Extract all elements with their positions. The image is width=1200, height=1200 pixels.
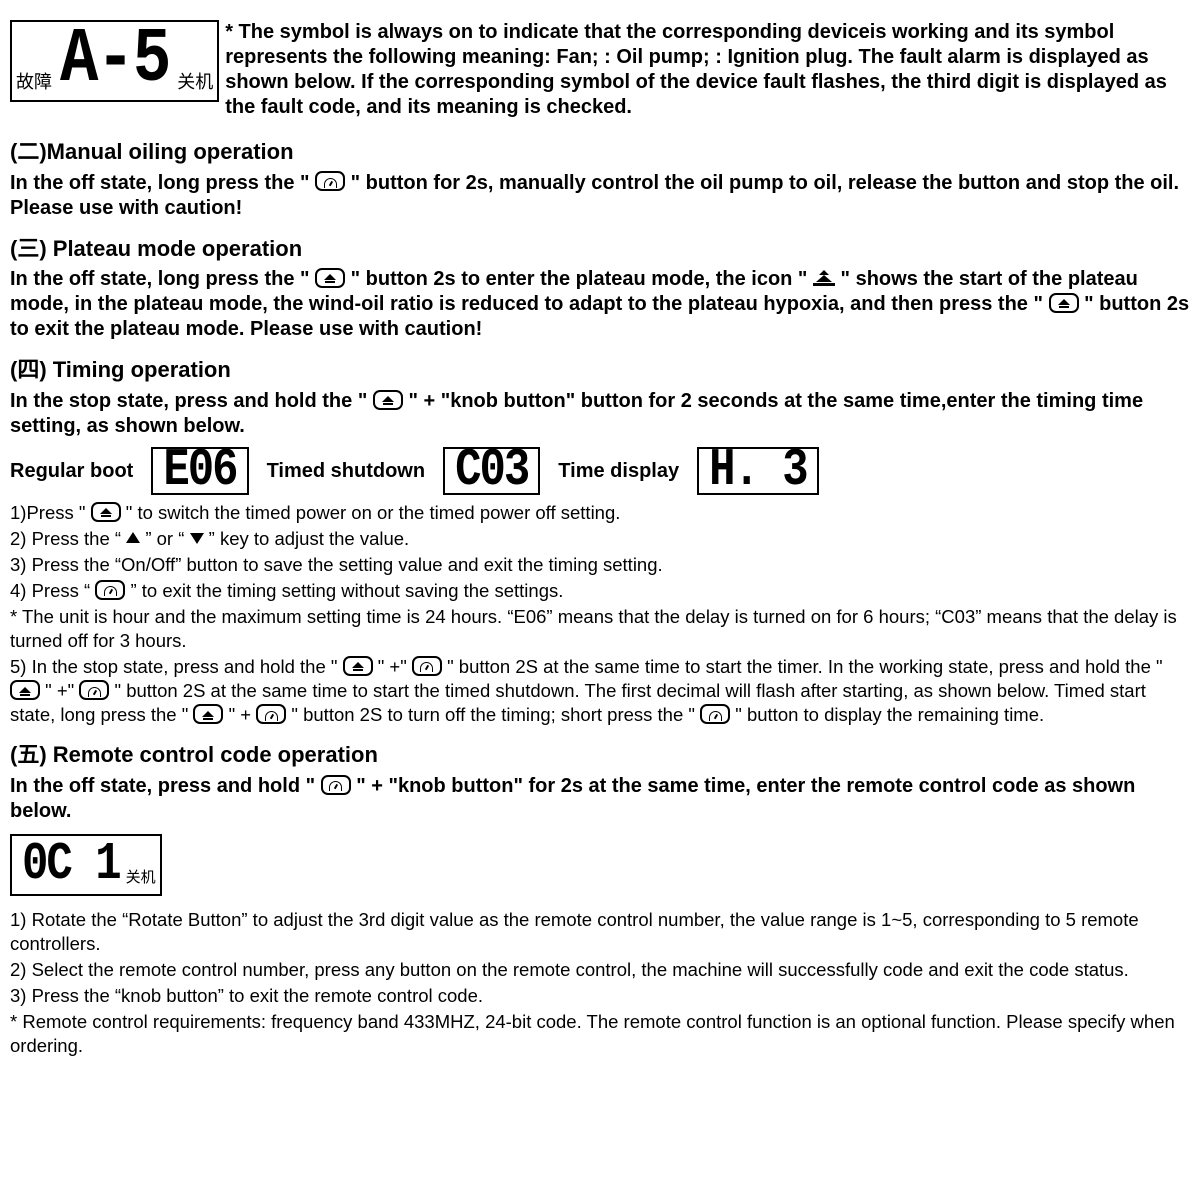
- dial-button-icon: [700, 704, 730, 724]
- s4-line2: 2) Press the “ ” or “ ” key to adjust th…: [10, 527, 1190, 551]
- dial-button-icon: [79, 680, 109, 700]
- section-2-para: In the off state, long press the " " but…: [10, 171, 1190, 221]
- timing-lcd-row: Regular boot E06 Timed shutdown C03 Time…: [10, 447, 1190, 495]
- lcd-timed-shutdown: C03: [443, 447, 540, 495]
- regular-boot-label: Regular boot: [10, 458, 133, 484]
- up-arrow-icon: [126, 532, 140, 543]
- section-2-heading: (二)Manual oiling operation: [10, 138, 1190, 167]
- lcd-fault: 故障 A-5 关机: [10, 20, 219, 102]
- top-description: * The symbol is always on to indicate th…: [225, 20, 1190, 120]
- eject-button-icon: [315, 268, 345, 288]
- s4-line6: 5) In the stop state, press and hold the…: [10, 655, 1190, 727]
- section-4-intro: In the stop state, press and hold the " …: [10, 389, 1190, 439]
- plateau-icon: [813, 270, 835, 286]
- s4-line3: 3) Press the “On/Off” button to save the…: [10, 553, 1190, 577]
- section-3-heading: (三) Plateau mode operation: [10, 235, 1190, 264]
- lcd-remote-code: 0C 1 关机: [10, 834, 162, 896]
- down-arrow-icon: [190, 533, 204, 544]
- eject-button-icon: [343, 656, 373, 676]
- time-display-label: Time display: [558, 458, 679, 484]
- lcd-fault-left-label: 故障: [16, 71, 52, 98]
- lcd-fault-segment: A-5: [52, 23, 177, 100]
- timed-shutdown-label: Timed shutdown: [267, 458, 426, 484]
- s4-line1: 1)Press " " to switch the timed power on…: [10, 501, 1190, 525]
- s4-line5: * The unit is hour and the maximum setti…: [10, 605, 1190, 653]
- eject-button-icon: [193, 704, 223, 724]
- dial-button-icon: [95, 580, 125, 600]
- section-5-intro: In the off state, press and hold " " + "…: [10, 774, 1190, 824]
- dial-button-icon: [412, 656, 442, 676]
- s5-line4: * Remote control requirements: frequency…: [10, 1010, 1190, 1058]
- lcd-fault-right-label: 关机: [177, 71, 213, 98]
- section-3-para: In the off state, long press the " " but…: [10, 267, 1190, 342]
- section-5-heading: (五) Remote control code operation: [10, 741, 1190, 770]
- lcd-remote-segment: 0C 1: [16, 838, 126, 891]
- top-row: 故障 A-5 关机 * The symbol is always on to i…: [10, 20, 1190, 120]
- dial-button-icon: [315, 171, 345, 191]
- lcd-time-display: H. 3: [697, 447, 819, 495]
- dial-button-icon: [321, 775, 351, 795]
- s4-line4: 4) Press “ ” to exit the timing setting …: [10, 579, 1190, 603]
- dial-button-icon: [256, 704, 286, 724]
- eject-button-icon: [1049, 293, 1079, 313]
- lcd-remote-cn: 关机: [126, 868, 156, 892]
- s5-line1: 1) Rotate the “Rotate Button” to adjust …: [10, 908, 1190, 956]
- lcd-regular-boot: E06: [151, 447, 248, 495]
- section-4-heading: (四) Timing operation: [10, 356, 1190, 385]
- s5-line2: 2) Select the remote control number, pre…: [10, 958, 1190, 982]
- eject-button-icon: [10, 680, 40, 700]
- eject-button-icon: [91, 502, 121, 522]
- eject-button-icon: [373, 390, 403, 410]
- s5-line3: 3) Press the “knob button” to exit the r…: [10, 984, 1190, 1008]
